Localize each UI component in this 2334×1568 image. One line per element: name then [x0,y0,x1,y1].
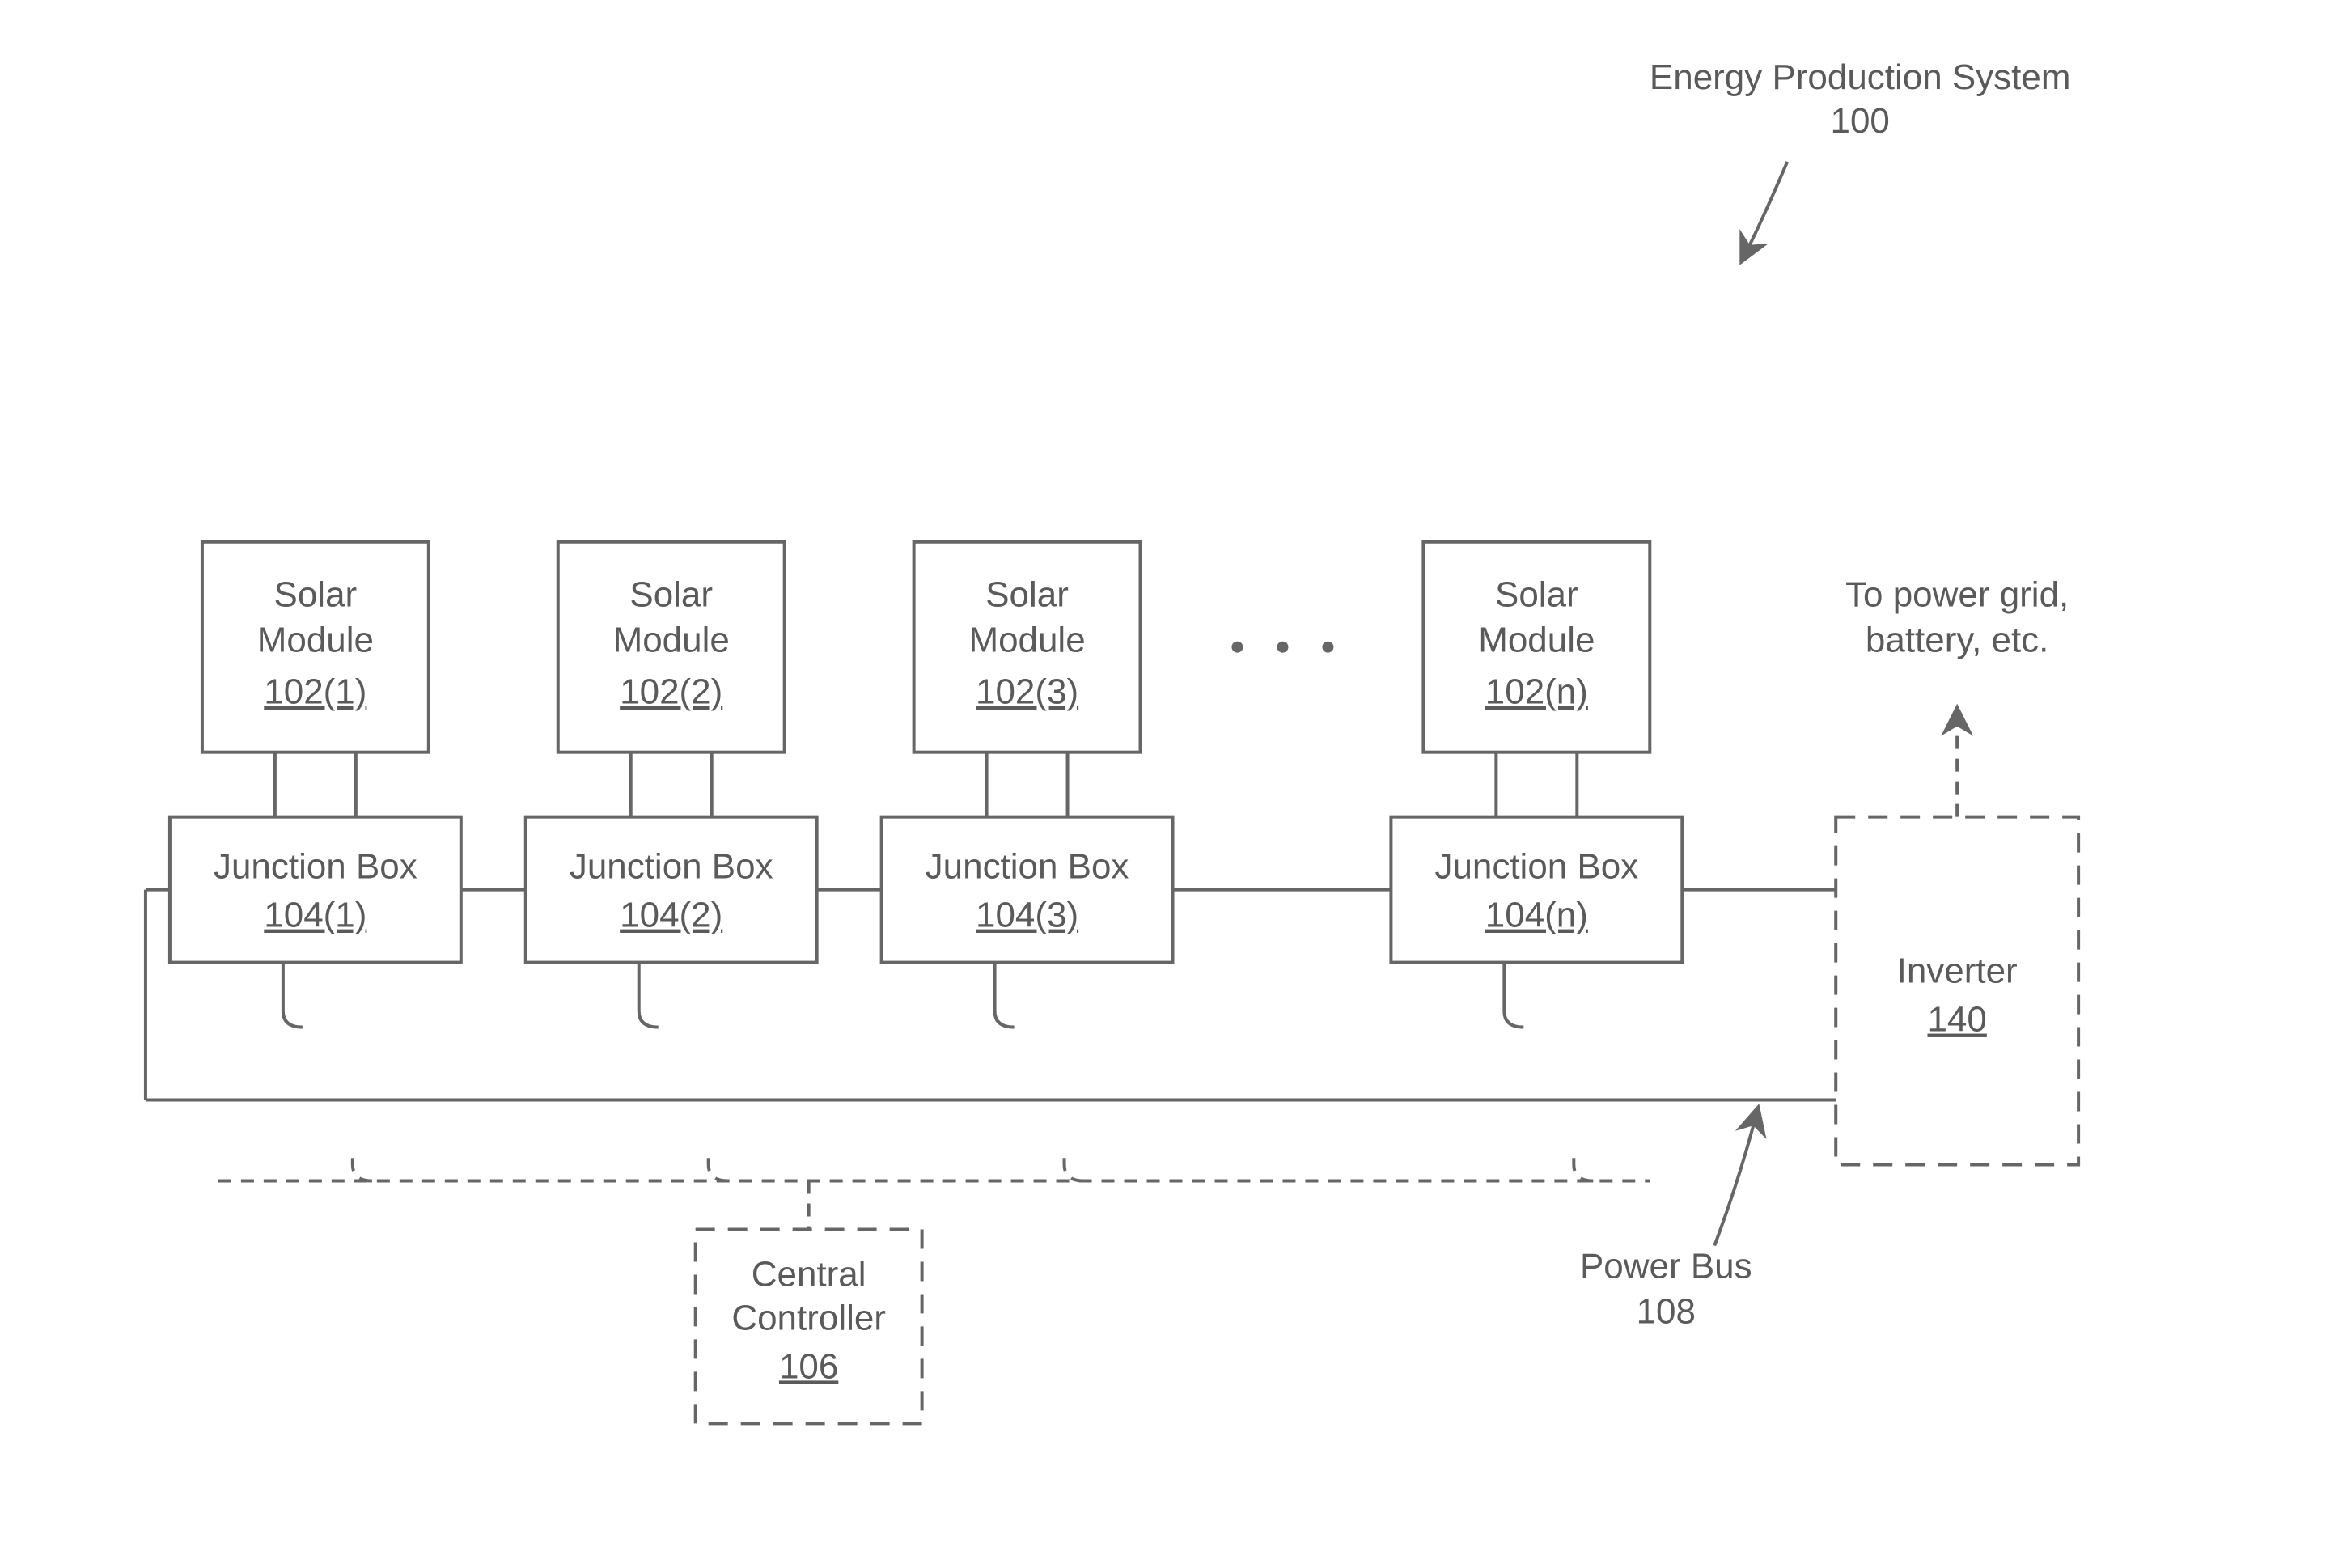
junction-box-ref: 104(1) [264,896,366,935]
junction-box-2 [526,817,817,963]
solar-module-label: Solar [985,575,1069,615]
junction-box-label: Junction Box [926,847,1129,887]
solar-module-label: Module [968,621,1085,660]
solar-module-ref: 102(1) [264,672,366,712]
solar-module-label: Solar [274,575,358,615]
solar-module-label: Solar [629,575,713,615]
junction-box-1 [170,817,461,963]
ellipsis-dot [1277,642,1288,653]
inverter-label: Inverter [1897,951,2018,991]
junction-box-label: Junction Box [214,847,417,887]
output-label-line2: battery, etc. [1866,621,2048,660]
junction-box-label: Junction Box [1434,847,1638,887]
junction-box-3 [882,817,1173,963]
junction-box-ref: 104(3) [976,896,1078,935]
solar-module-ref: 102(2) [620,672,722,712]
ellipsis-dot [1231,642,1243,653]
solar-module-label: Solar [1495,575,1578,615]
solar-module-ref: 102(3) [976,672,1078,712]
energy-production-system-diagram: Energy Production System100 Solar Module 10… [0,0,2334,1567]
inverter-ref: 140 [1927,1000,1986,1040]
system-title-line1: Energy Production System [1650,57,2071,97]
solar-module-label: Module [613,621,730,660]
junction-box-ref: 104(n) [1485,896,1588,935]
solar-module-ref: 102(n) [1485,672,1588,712]
junction-box-label: Junction Box [570,847,773,887]
junction-box-4 [1391,817,1682,963]
power-bus-label-line2: 108 [1637,1291,1696,1331]
controller-ref: 106 [779,1346,838,1386]
output-label-line1: To power grid, [1845,575,2069,615]
power-bus-label-line1: Power Bus [1580,1246,1752,1286]
controller-label: Central [752,1254,866,1294]
solar-module-label: Module [1478,621,1595,660]
controller-label: Controller [731,1298,886,1337]
solar-module-label: Module [257,621,374,660]
system-title-line2: 100 [1831,101,1890,141]
junction-box-ref: 104(2) [620,896,722,935]
ellipsis-dot [1322,642,1333,653]
